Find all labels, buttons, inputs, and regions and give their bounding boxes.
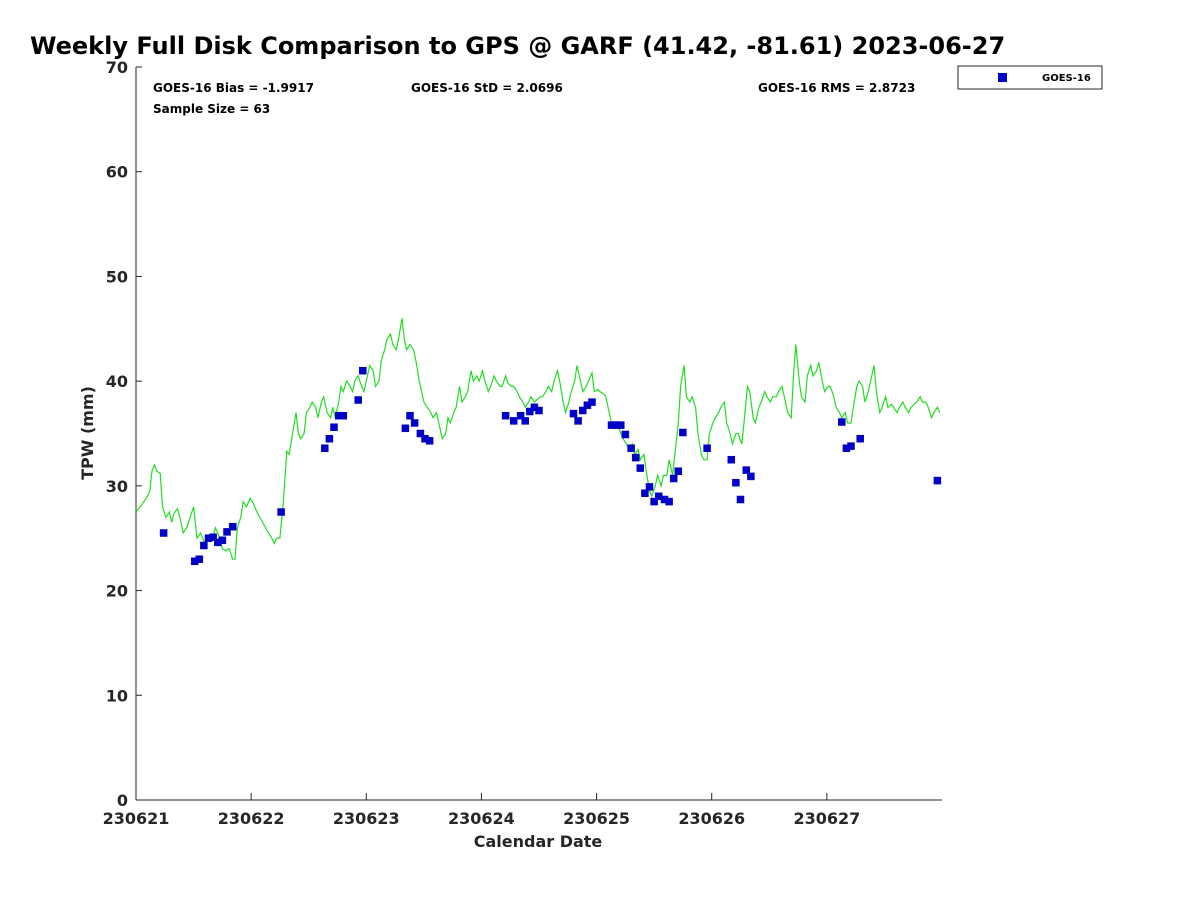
goes16-point [588,398,596,406]
x-tick-label: 230621 [103,809,170,828]
y-axis-label: TPW (mm) [78,386,97,480]
y-ticks: 0 10 20 30 40 50 60 70 [106,58,142,810]
goes16-point [747,472,755,481]
x-tick-label: 230626 [678,809,745,828]
y-tick-label: 40 [106,372,128,391]
goes16-point [631,453,640,462]
goes16-point [277,508,285,516]
y-tick-label: 10 [106,686,128,705]
goes16-point [636,464,645,472]
axes [135,67,942,801]
goes16-point [410,419,419,427]
stats-annotations: GOES-16 Bias = -1.9917 GOES-16 StD = 2.0… [153,81,915,116]
x-tick-label: 230624 [448,809,515,828]
legend: GOES-16 [957,65,1103,90]
goes16-point [526,407,534,416]
y-tick-label: 20 [106,582,128,601]
goes16-point [574,417,582,425]
gps-series [135,318,941,560]
sample-size-stat: Sample Size = 63 [153,102,270,116]
goes16-point [159,529,168,537]
goes16-point [579,406,587,415]
goes16-point [325,434,334,443]
x-ticks: 230621 230622 230623 230624 230625 230626 2306… [103,793,860,828]
goes16-point [209,533,217,541]
goes16-point [627,444,635,452]
goes16-series [159,366,942,566]
goes16-point [406,411,414,420]
y-tick-label: 50 [106,267,128,286]
std-stat: GOES-16 StD = 2.0696 [411,81,563,95]
goes16-point [856,434,864,443]
goes16-point [732,478,740,487]
goes16-point [339,411,348,420]
goes16-point [521,417,529,425]
goes16-point [321,444,329,452]
goes16-point [736,495,745,504]
legend-box [957,65,1103,90]
gps-series-line [135,318,941,560]
y-tick-label: 0 [117,791,128,810]
legend-label-goes16: GOES-16 [1042,73,1091,84]
goes16-point [416,429,425,438]
goes16-point [933,476,942,485]
goes16-point [509,417,518,425]
x-tick-label: 230627 [793,809,860,828]
goes16-point [621,430,630,439]
goes16-point [195,555,204,563]
y-tick-label: 70 [106,58,128,77]
goes16-point [535,406,543,415]
goes16-point [617,421,625,429]
goes16-point [674,467,683,475]
x-tick-label: 230623 [333,809,400,828]
goes16-point [218,536,227,545]
goes16-point [679,428,687,437]
goes16-point [703,444,711,452]
goes16-point [354,396,362,404]
x-tick-label: 230622 [218,809,285,828]
goes16-point [742,466,751,474]
goes16-point [223,528,231,536]
goes16-point [645,483,654,491]
rms-stat: GOES-16 RMS = 2.8723 [758,81,915,95]
goes16-point [665,497,673,506]
goes16-point [847,442,855,450]
goes16-point [330,423,338,431]
goes16-point [669,474,678,483]
goes16-point [501,411,510,420]
goes16-point [569,409,578,418]
goes16-point [228,522,237,531]
goes16-point [650,497,658,506]
goes16-point [401,424,410,433]
goes16-point [641,489,649,497]
y-tick-label: 30 [106,477,128,496]
bias-stat: GOES-16 Bias = -1.9917 [153,81,314,95]
goes16-point [425,437,434,445]
y-tick-label: 60 [106,163,128,182]
goes16-point [200,541,208,550]
goes16-point [516,411,525,420]
goes16-point [727,455,736,464]
legend-marker-goes16 [998,73,1007,82]
x-axis-label: Calendar Date [474,832,603,851]
x-tick-label: 230625 [563,809,630,828]
chart-title: Weekly Full Disk Comparison to GPS @ GAR… [30,32,1005,60]
goes16-point [359,366,367,375]
goes16-point [838,418,846,426]
